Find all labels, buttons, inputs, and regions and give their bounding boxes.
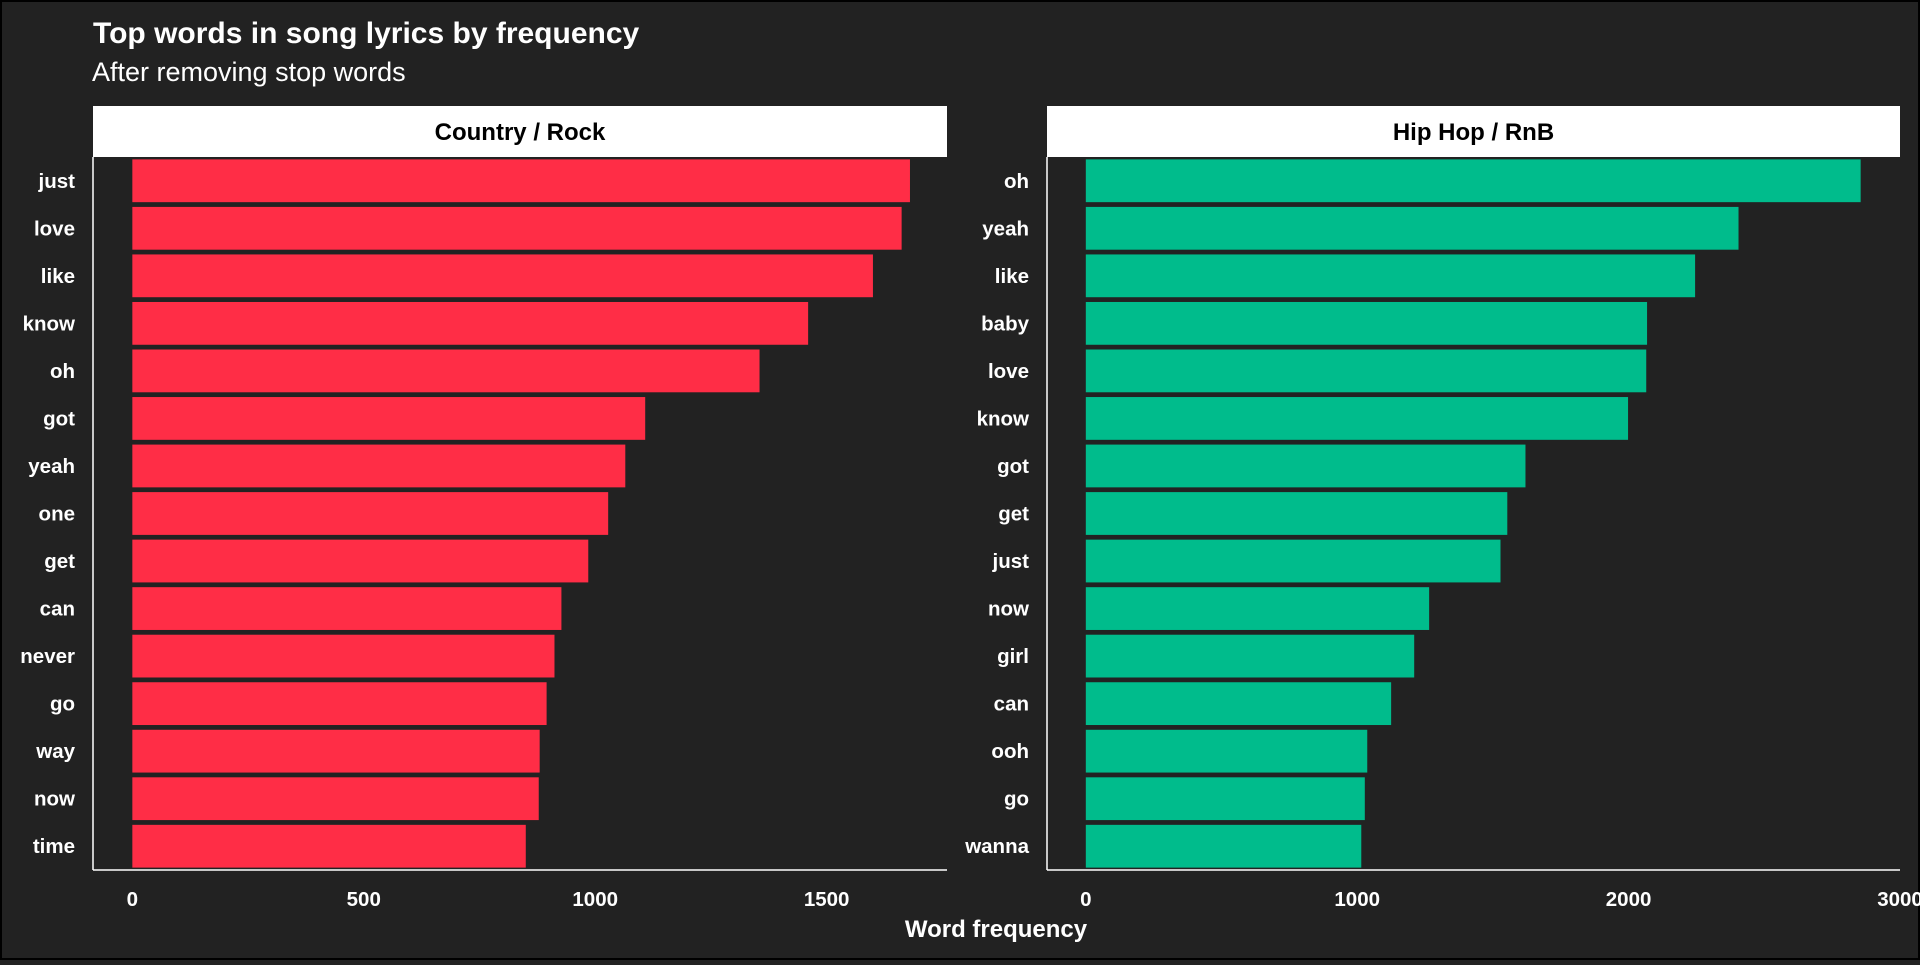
bar-way	[132, 729, 540, 773]
panel-1: Country / Rock just love like know oh got yeah o…	[20, 106, 947, 911]
panel-strip	[1047, 106, 1900, 157]
bar-ooh	[1085, 729, 1368, 773]
chart-title: Top words in song lyrics by frequency	[93, 17, 640, 50]
x-tick-label: 2000	[1606, 888, 1652, 911]
category-label: wanna	[964, 835, 1029, 858]
x-tick-label: 1000	[572, 888, 618, 911]
bar-wanna	[1085, 824, 1362, 868]
category-label: time	[33, 835, 75, 858]
panel-strip-label: Country / Rock	[435, 119, 606, 146]
bar-just	[132, 159, 910, 203]
x-tick-label: 3000	[1877, 888, 1920, 911]
bar-know	[132, 301, 809, 345]
bar-love	[1085, 349, 1647, 393]
category-label: oh	[50, 360, 75, 383]
chart-subtitle: After removing stop words	[92, 57, 406, 87]
category-label: get	[998, 503, 1029, 526]
category-label: just	[992, 550, 1030, 573]
category-label: oh	[1004, 170, 1029, 193]
bar-girl	[1085, 634, 1415, 678]
category-label: never	[20, 645, 75, 668]
category-label: go	[50, 693, 75, 716]
category-label: yeah	[28, 455, 75, 478]
category-label: girl	[997, 645, 1029, 668]
category-label: can	[994, 693, 1029, 716]
bar-can	[132, 587, 562, 630]
category-label: know	[977, 407, 1029, 430]
bar-one	[132, 492, 609, 535]
category-label: ooh	[991, 740, 1029, 763]
category-label: got	[997, 455, 1029, 478]
bar-time	[132, 824, 526, 868]
bar-now	[132, 777, 539, 821]
bar-got	[1085, 444, 1526, 488]
bar-like	[1085, 254, 1696, 298]
category-label: yeah	[982, 217, 1029, 240]
bar-yeah	[1085, 206, 1739, 250]
x-tick-label: 0	[127, 888, 138, 911]
bar-just	[1085, 539, 1501, 583]
bar-go	[132, 682, 547, 726]
category-label: like	[41, 265, 75, 288]
x-tick-label: 1000	[1334, 888, 1380, 911]
category-label: like	[995, 265, 1029, 288]
category-label: now	[34, 788, 75, 811]
bar-get	[132, 539, 589, 583]
bar-like	[132, 254, 873, 298]
x-tick-label: 500	[347, 888, 381, 911]
bar-oh	[132, 349, 760, 393]
bar-go	[1085, 777, 1365, 821]
bar-love	[132, 206, 902, 250]
bar-know	[1085, 397, 1629, 440]
category-label: go	[1004, 788, 1029, 811]
x-axis-title: Word frequency	[905, 916, 1088, 943]
bar-oh	[1085, 159, 1861, 203]
category-label: just	[38, 170, 76, 193]
bar-now	[1085, 587, 1430, 630]
bar-yeah	[132, 444, 626, 488]
category-label: can	[40, 598, 75, 621]
category-label: got	[43, 407, 75, 430]
category-label: baby	[981, 312, 1029, 335]
bar-never	[132, 634, 555, 678]
bar-can	[1085, 682, 1392, 726]
x-tick-label: 0	[1080, 888, 1091, 911]
bar-baby	[1085, 301, 1648, 345]
x-tick-label: 1500	[804, 888, 850, 911]
category-label: one	[39, 503, 75, 526]
category-label: know	[23, 312, 75, 335]
panel-2: Hip Hop / RnB oh yeah like baby love know got ge…	[964, 106, 1920, 911]
category-label: way	[35, 740, 75, 763]
bar-get	[1085, 492, 1508, 535]
category-label: get	[44, 550, 75, 573]
category-label: love	[34, 217, 75, 240]
panel-strip	[93, 106, 947, 157]
category-label: now	[988, 598, 1029, 621]
category-label: love	[988, 360, 1029, 383]
panel-strip-label: Hip Hop / RnB	[1393, 119, 1554, 146]
bar-got	[132, 397, 646, 440]
